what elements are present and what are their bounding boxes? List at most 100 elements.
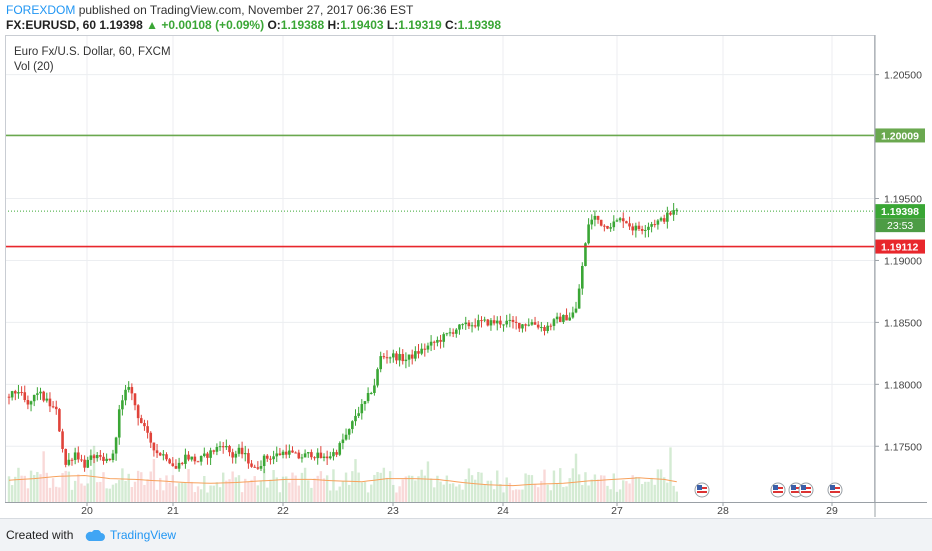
volume-bar [480, 472, 483, 502]
candle [20, 386, 23, 396]
last-price: 1.19398 [99, 18, 143, 32]
flag-icon [798, 482, 814, 498]
candle-body [508, 319, 512, 321]
candle [45, 392, 49, 403]
price-chart[interactable]: 1.20009 1.19112 1.19398 23:53 1.20500 1.1950… [5, 35, 927, 517]
volume-bar [294, 475, 297, 502]
volume-bar [606, 485, 609, 502]
candle-body [659, 218, 663, 221]
candle [288, 444, 291, 459]
candle [448, 327, 452, 337]
chart-canvas[interactable]: 1.20009 1.19112 1.19398 23:53 1.20500 1.1950… [5, 35, 927, 517]
volume-bar [600, 475, 603, 502]
candle [458, 324, 461, 335]
candle [300, 453, 304, 463]
candle [225, 439, 228, 450]
flag-stripe [830, 491, 840, 493]
candle-body [480, 320, 483, 322]
change-value: +0.00108 (+0.09%) [161, 18, 265, 32]
candle [335, 449, 338, 458]
candle [23, 385, 27, 403]
volume-bar [615, 491, 619, 502]
candle [666, 206, 669, 229]
candle [240, 441, 244, 459]
tradingview-link[interactable]: TradingView [110, 528, 177, 542]
candle [316, 448, 319, 465]
candle-body [209, 450, 212, 458]
candle [155, 443, 159, 458]
candle [621, 212, 625, 229]
volume-bar [275, 477, 278, 502]
volume-bar [335, 490, 338, 502]
candle [124, 384, 127, 406]
volume-bar [247, 481, 250, 502]
volume-bar [395, 492, 398, 502]
candle [140, 414, 143, 424]
volume-indicator-label[interactable]: Vol (20) [14, 61, 54, 73]
candle-body [338, 443, 342, 455]
candle [51, 401, 55, 409]
volume-bar [565, 486, 568, 502]
publisher-link[interactable]: FOREXDOM [6, 3, 76, 17]
candle-body [332, 452, 335, 457]
candle-body [266, 455, 269, 459]
volume-bar [593, 474, 597, 502]
flag-canton [801, 485, 806, 490]
candle-body [146, 426, 149, 433]
candle [351, 420, 354, 434]
candle [193, 453, 197, 465]
candle-body [64, 448, 67, 465]
candle [533, 316, 537, 325]
volume-bar [250, 479, 253, 502]
volume-bar [332, 469, 335, 502]
volume-bar [58, 487, 61, 502]
candle [26, 395, 30, 410]
candle-body [297, 452, 301, 459]
candle-body [190, 456, 193, 460]
horizontal-lines[interactable]: 1.20009 1.19112 1.19398 23:53 [5, 128, 925, 254]
time-tick-label: 22 [277, 505, 289, 517]
volume-bar [401, 479, 404, 502]
candle [61, 428, 64, 453]
time-axis[interactable]: 20 21 22 23 24 27 28 29 [81, 502, 838, 517]
candle-body [121, 400, 124, 410]
candle [527, 318, 531, 327]
candle [272, 450, 275, 465]
volume-bar [102, 472, 105, 502]
candle [275, 446, 279, 463]
candle [70, 457, 74, 466]
candle [14, 389, 17, 401]
volume-bar [628, 483, 631, 502]
candle [388, 356, 392, 364]
volume-bar [445, 475, 449, 502]
candle [146, 420, 149, 439]
candle-body [256, 467, 260, 469]
candle [149, 431, 153, 448]
up-arrow-icon: ▲ [146, 18, 158, 32]
candle-body [70, 459, 74, 461]
candle [628, 216, 631, 230]
price-axis[interactable]: 1.20500 1.19500 1.19000 1.18500 1.18000 1.175… [875, 70, 922, 454]
candle [492, 315, 496, 326]
candle [206, 451, 209, 465]
volume-bar [663, 477, 666, 502]
volume-bar [83, 485, 86, 502]
candle-body [590, 219, 594, 225]
volume-bar [171, 475, 174, 502]
candle [266, 454, 269, 462]
volume-bar [310, 487, 313, 502]
candle [385, 350, 389, 364]
candle-body [615, 220, 619, 222]
candle-body [306, 452, 310, 454]
candle [237, 444, 241, 457]
candle [360, 399, 364, 420]
candle-body [379, 356, 382, 370]
candle [521, 324, 524, 333]
candle [29, 400, 33, 412]
volume-bar [640, 484, 644, 502]
candle-body [442, 334, 445, 342]
volume-bar [209, 485, 212, 502]
candle [606, 225, 609, 230]
volume-bar [67, 471, 71, 502]
volume-bar [379, 472, 382, 502]
